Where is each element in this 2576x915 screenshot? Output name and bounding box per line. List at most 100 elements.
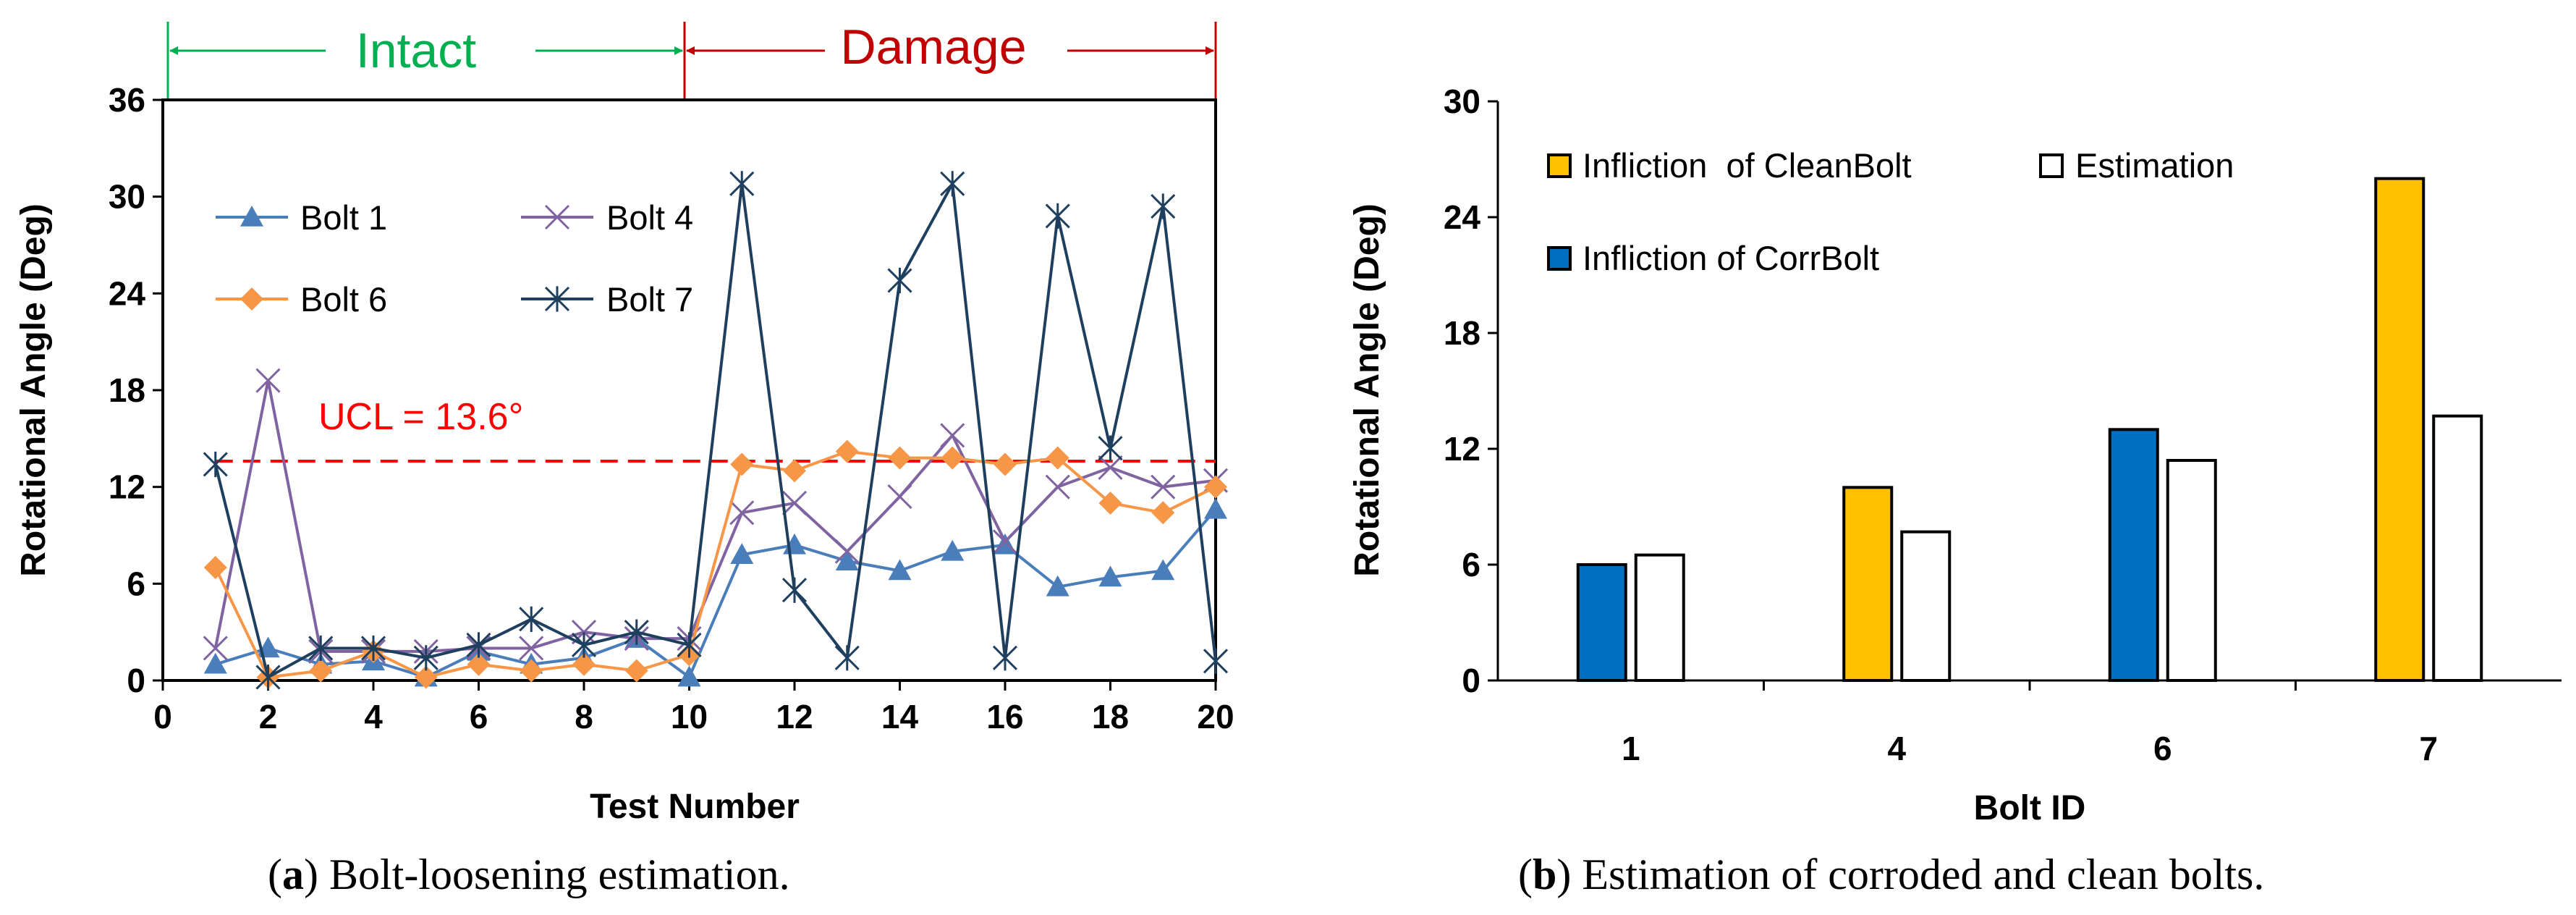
data-point-bolt-7 xyxy=(1151,193,1176,219)
damage-label: Damage xyxy=(840,20,1026,75)
legend-label-clean-bolt: Infliction of CleanBolt xyxy=(1583,146,1912,185)
legend-label-bolt-4: Bolt 4 xyxy=(606,198,693,237)
legend-entry-bolt-4: Bolt 4 xyxy=(521,198,693,237)
x-tick-label: 2 xyxy=(259,698,278,735)
y-tick-label: 6 xyxy=(127,565,145,602)
caption-b-letter: b xyxy=(1533,851,1556,898)
x-tick-label: 20 xyxy=(1197,698,1234,735)
x-tick-label: 18 xyxy=(1092,698,1129,735)
data-point-bolt-7 xyxy=(940,171,965,197)
bar-estimation-bolt-6 xyxy=(2166,459,2217,682)
b-y-axis-ticks: 0 6 12 18 24 30 xyxy=(1444,83,1498,699)
data-point-bolt-7 xyxy=(413,645,438,671)
data-point-bolt-6 xyxy=(414,665,438,689)
bar-estimation-bolt-4 xyxy=(1900,530,1952,683)
x-tick-label: 14 xyxy=(881,698,919,735)
bar-inflection-bolt-6 xyxy=(2108,428,2159,682)
data-point-bolt-7 xyxy=(887,267,912,294)
bar-chart-panel: 0 6 12 18 24 30 1 4 6 7 Bolt ID Rotational Angle… xyxy=(1348,83,2562,898)
bar-inflection-bolt-4 xyxy=(1842,486,1894,682)
data-point-bolt-1 xyxy=(1151,559,1175,581)
data-point-bolt-6 xyxy=(520,659,543,683)
data-point-bolt-6 xyxy=(624,659,648,683)
b-x-axis-label: Bolt ID xyxy=(1974,789,2086,827)
legend-entry-corr-bolt: Infliction of CorrBolt xyxy=(1547,239,1879,277)
data-point-bolt-1 xyxy=(203,652,227,674)
data-point-bolt-6 xyxy=(993,452,1017,476)
b-y-axis-label: Rotational Angle (Deg) xyxy=(1348,203,1386,577)
x-tick-label: 12 xyxy=(776,698,813,735)
data-point-bolt-7 xyxy=(203,451,228,478)
x-tick-label: 16 xyxy=(986,698,1023,735)
y-tick-label: 30 xyxy=(109,178,145,216)
caption-a-text: Bolt-loosening estimation. xyxy=(329,851,790,898)
y-tick-label: 36 xyxy=(109,81,145,119)
legend-marker xyxy=(240,206,263,227)
ucl-label: UCL = 13.6° xyxy=(318,396,523,438)
data-point-bolt-6 xyxy=(1204,475,1227,499)
data-point-bolt-6 xyxy=(835,439,859,463)
legend-marker xyxy=(240,287,263,311)
data-point-bolt-1 xyxy=(1098,565,1122,587)
data-point-bolt-6 xyxy=(888,446,912,470)
data-point-bolt-6 xyxy=(572,652,596,676)
bar-estimation-bolt-1 xyxy=(1634,553,1685,683)
bar-legend: Infliction of CleanBolt Estimation Infli… xyxy=(1547,146,2234,277)
data-point-bolt-7 xyxy=(729,171,755,197)
data-point-bolt-6 xyxy=(1151,501,1175,525)
data-point-bolt-4 xyxy=(1098,455,1123,480)
data-point-bolt-7 xyxy=(677,632,702,658)
legend-swatch-clean-bolt xyxy=(1547,153,1572,178)
data-point-bolt-1 xyxy=(730,543,754,565)
y-tick-label: 24 xyxy=(109,274,146,312)
data-point-bolt-6 xyxy=(1098,491,1122,515)
b-x-tick-label: 1 xyxy=(1622,730,1640,767)
data-point-bolt-6 xyxy=(309,659,333,683)
data-point-bolt-6 xyxy=(203,556,227,580)
line-legend: Bolt 1 Bolt 4 Bolt 6 Bolt 7 xyxy=(216,198,693,319)
x-tick-label: 8 xyxy=(575,698,593,735)
data-point-bolt-7 xyxy=(466,632,491,658)
data-point-bolt-7 xyxy=(1203,648,1229,674)
data-point-bolt-6 xyxy=(783,459,806,483)
data-point-bolt-6 xyxy=(1046,446,1069,470)
data-point-bolt-1 xyxy=(835,549,859,570)
legend-swatch-bolt-1 xyxy=(216,206,288,227)
legend-swatch-estimation xyxy=(2039,153,2064,178)
data-point-bolt-4 xyxy=(1151,474,1176,499)
data-point-bolt-7 xyxy=(255,664,281,691)
x-axis-label: Test Number xyxy=(590,788,800,826)
legend-swatch-corr-bolt xyxy=(1547,246,1572,271)
bar-estimation-bolt-7 xyxy=(2432,414,2483,683)
series-line-bolt-7 xyxy=(213,182,1217,679)
x-tick-label: 6 xyxy=(470,698,488,735)
data-point-bolt-4 xyxy=(887,484,912,510)
data-point-bolt-4 xyxy=(834,539,860,564)
b-y-tick-label: 30 xyxy=(1444,83,1480,120)
data-point-bolt-1 xyxy=(1046,575,1069,596)
legend-entry-clean-bolt: Infliction of CleanBolt xyxy=(1547,146,1912,185)
data-point-bolt-4 xyxy=(729,500,755,526)
caption-b-text: Estimation of corroded and clean bolts. xyxy=(1582,851,2264,898)
data-point-bolt-6 xyxy=(730,452,754,476)
data-point-bolt-7 xyxy=(571,632,597,658)
data-point-bolt-7 xyxy=(1098,435,1123,461)
bar-group xyxy=(1576,177,2483,683)
legend-marker xyxy=(544,286,570,312)
data-point-bolt-4 xyxy=(992,529,1018,555)
legend-label-bolt-7: Bolt 7 xyxy=(606,280,693,319)
b-x-axis-ticks: 1 4 6 7 xyxy=(1622,680,2438,767)
data-point-bolt-7 xyxy=(781,577,808,603)
y-tick-label: 0 xyxy=(127,662,145,699)
y-axis-label: Rotational Angle (Deg) xyxy=(14,203,53,577)
y-axis-ticks: 0 6 12 18 24 30 36 xyxy=(109,81,163,699)
line-series-group xyxy=(203,171,1229,691)
b-x-tick-label: 4 xyxy=(1887,730,1906,767)
data-point-bolt-1 xyxy=(941,539,965,561)
data-point-bolt-1 xyxy=(677,665,701,687)
legend-marker xyxy=(544,204,570,230)
series-bolt-6 xyxy=(203,439,1227,689)
intact-label: Intact xyxy=(356,23,476,78)
legend-entry-estimation: Estimation xyxy=(2039,146,2234,185)
